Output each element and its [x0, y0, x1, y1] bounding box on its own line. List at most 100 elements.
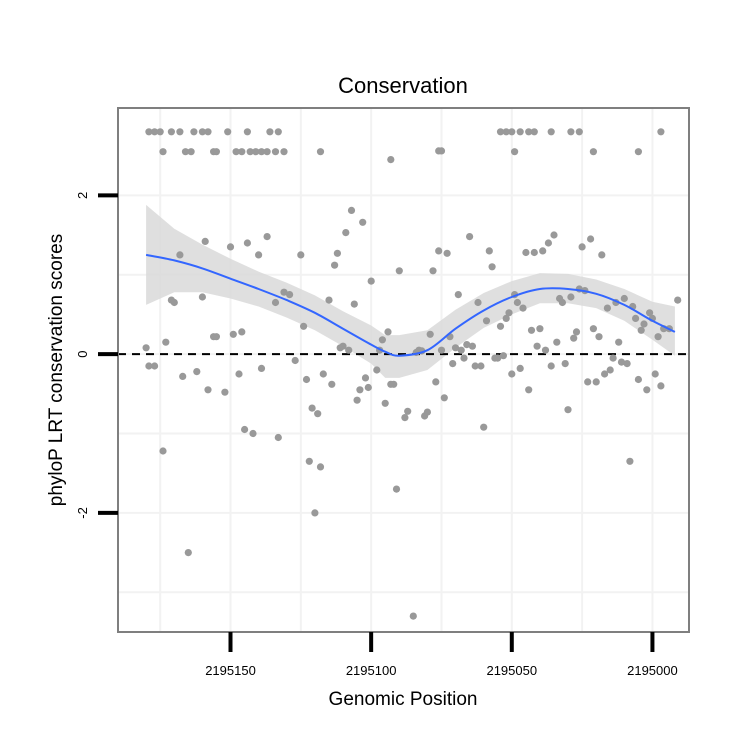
data-point [640, 320, 648, 328]
smooth-line-layer [145, 253, 676, 357]
data-point [364, 383, 372, 392]
data-point [291, 356, 299, 365]
y-tick-label: 0 [75, 351, 90, 358]
data-point [167, 128, 175, 136]
data-point [502, 128, 510, 136]
data-point [567, 128, 575, 136]
data-point [474, 298, 482, 307]
data-point [623, 360, 631, 368]
data-point [395, 267, 403, 275]
data-point [634, 148, 643, 156]
data-point [333, 249, 341, 257]
data-point [516, 364, 524, 372]
data-point [494, 354, 502, 362]
data-point [181, 148, 190, 156]
data-point [530, 248, 538, 257]
data-point [564, 406, 572, 414]
data-point [255, 251, 263, 259]
data-point [145, 362, 153, 370]
data-point [626, 457, 634, 465]
data-point [316, 463, 325, 471]
data-point [429, 267, 437, 275]
data-point [432, 378, 440, 386]
data-point [238, 148, 246, 156]
data-point [263, 148, 271, 156]
data-point [525, 128, 533, 136]
data-point [224, 128, 232, 136]
data-point [404, 407, 412, 415]
x-tick-label: 2195100 [346, 663, 397, 678]
data-point [257, 364, 266, 372]
x-axis-title: Genomic Position [329, 689, 478, 710]
data-point [212, 333, 220, 341]
data-point [198, 128, 206, 136]
data-point [440, 394, 448, 402]
data-point [311, 509, 319, 517]
data-point [463, 341, 471, 349]
data-point [547, 362, 555, 370]
confidence-band-layer [146, 204, 675, 378]
data-point [539, 247, 547, 255]
data-point [212, 148, 220, 156]
x-axis: 2195150 2195100 2195050 2195000 [205, 632, 678, 678]
data-point [176, 251, 184, 259]
data-point [274, 128, 282, 136]
data-point [308, 404, 316, 412]
data-point [496, 128, 505, 136]
data-point [480, 423, 488, 431]
data-point [496, 322, 505, 330]
data-point [502, 314, 510, 322]
data-point [367, 277, 375, 285]
data-point [319, 370, 327, 378]
data-point [243, 128, 251, 136]
data-point [488, 263, 496, 271]
data-point [204, 128, 212, 136]
data-point [176, 128, 184, 136]
data-point [587, 235, 595, 243]
data-point [575, 128, 583, 136]
data-point [361, 374, 370, 382]
data-point [451, 344, 460, 352]
data-point [443, 249, 451, 257]
data-point [637, 326, 645, 334]
data-point [392, 485, 401, 493]
data-point [235, 370, 243, 378]
data-point [592, 378, 600, 386]
plot-panel-border [117, 107, 690, 633]
data-point [674, 296, 682, 304]
data-point [221, 388, 229, 396]
data-point [345, 346, 353, 354]
data-point [533, 342, 541, 350]
data-point [561, 360, 569, 368]
data-point [646, 309, 654, 317]
data-point [508, 128, 516, 136]
data-point [601, 370, 609, 378]
data-point [331, 261, 339, 269]
data-point [572, 328, 581, 336]
data-point [252, 148, 260, 156]
confidence-band [146, 204, 675, 378]
data-point [643, 386, 651, 394]
x-tick-label: 2195150 [205, 663, 256, 678]
data-point [359, 218, 367, 226]
data-point [519, 304, 527, 312]
data-point [454, 291, 462, 299]
data-point [606, 366, 614, 374]
data-point [466, 233, 474, 241]
data-point [159, 447, 167, 455]
data-point [527, 326, 536, 334]
data-point [198, 293, 206, 301]
data-point [387, 156, 395, 164]
data-point [457, 346, 465, 354]
data-point [589, 148, 598, 156]
data-point [356, 386, 364, 394]
data-point [271, 298, 280, 307]
data-point [547, 128, 555, 136]
data-point [595, 333, 603, 341]
data-point [280, 288, 288, 296]
data-point [584, 378, 592, 386]
data-point [634, 375, 643, 384]
data-point [544, 239, 553, 247]
y-tick-label: -2 [75, 507, 90, 519]
